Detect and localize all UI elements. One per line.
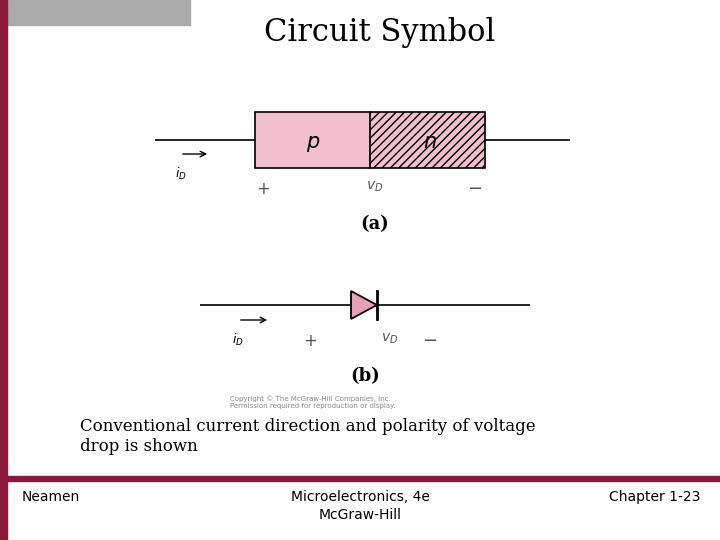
- Text: −: −: [423, 332, 438, 350]
- Bar: [255, 112, 370, 168]
- Text: Conventional current direction and polarity of voltage
drop is shown: Conventional current direction and polar…: [80, 418, 536, 455]
- Text: (a): (a): [361, 215, 390, 233]
- Text: $i_D$: $i_D$: [175, 166, 186, 182]
- Text: p: p: [306, 132, 319, 152]
- Text: $v_D$: $v_D$: [382, 332, 399, 346]
- Bar: [7, 476, 720, 481]
- Bar: [0, 0, 190, 25]
- Text: $v_D$: $v_D$: [366, 180, 384, 194]
- Text: +: +: [303, 332, 317, 350]
- Text: +: +: [256, 180, 270, 198]
- Polygon shape: [351, 291, 377, 319]
- Text: Copyright © The McGraw-Hill Companies, Inc.
Permission required for reproduction: Copyright © The McGraw-Hill Companies, I…: [230, 395, 395, 409]
- Text: $i_D$: $i_D$: [232, 332, 244, 348]
- Text: n: n: [423, 132, 436, 152]
- Text: Circuit Symbol: Circuit Symbol: [264, 17, 495, 48]
- Text: Microelectronics, 4e
McGraw-Hill: Microelectronics, 4e McGraw-Hill: [291, 490, 429, 522]
- Bar: [370, 112, 485, 168]
- Text: Chapter 1-23: Chapter 1-23: [608, 490, 700, 504]
- Bar: [0, 0, 7, 540]
- Text: Neamen: Neamen: [22, 490, 80, 504]
- Text: −: −: [467, 180, 482, 198]
- Text: (b): (b): [350, 367, 380, 385]
